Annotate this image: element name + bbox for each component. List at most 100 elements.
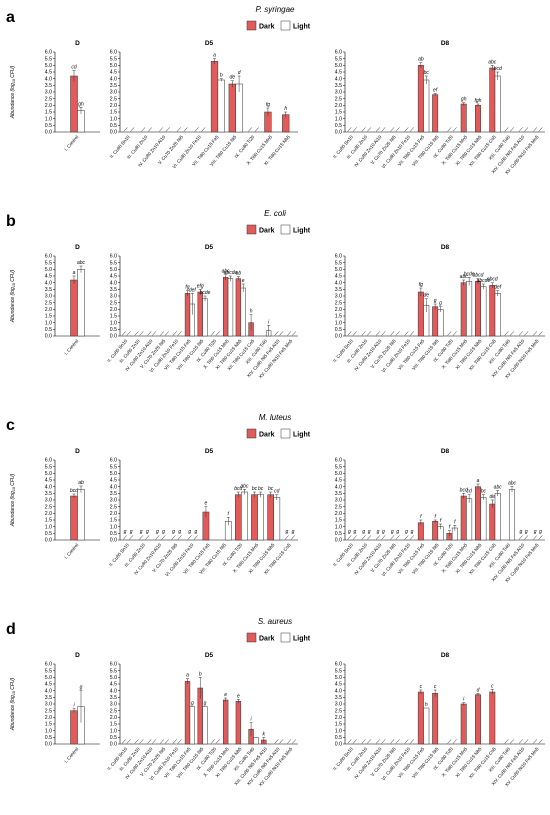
- not-detected-marker: [183, 127, 188, 132]
- group-title: D8: [441, 652, 450, 659]
- bar-dark: [234, 494, 242, 541]
- bar-light: [257, 494, 264, 541]
- y-tick-label: 4.0: [45, 76, 52, 82]
- significance-label-dark: fg: [419, 282, 423, 288]
- significance-label-dark: abcd: [473, 273, 484, 279]
- legend-light-swatch: [280, 224, 291, 235]
- significance-label-light: g: [292, 529, 295, 535]
- y-tick-label: 3.5: [45, 83, 52, 89]
- significance-label-light: g: [411, 529, 414, 535]
- not-detected-marker: [518, 739, 523, 744]
- not-detected-marker: [390, 331, 395, 336]
- y-tick-label: 1.0: [110, 116, 117, 122]
- not-detected-marker: [347, 127, 352, 132]
- y-tick-label: 2.0: [110, 511, 117, 517]
- group-title: D: [75, 652, 80, 659]
- not-detected-marker: [287, 739, 292, 744]
- y-axis-label: Abundance (log10 CFU): [10, 677, 16, 731]
- not-detected-marker: [210, 739, 215, 744]
- y-tick-label: 5.0: [110, 267, 117, 273]
- not-detected-marker: [376, 127, 380, 132]
- significance-label-dark: ab: [418, 57, 424, 63]
- bar-dark: [184, 681, 191, 745]
- significance-label-dark: fg: [185, 285, 189, 291]
- y-tick-label: 0.5: [45, 735, 52, 741]
- bar-light: [480, 286, 487, 337]
- y-tick-label: 4.5: [110, 70, 117, 76]
- y-axis-label-main: Abundance (log: [10, 83, 16, 119]
- y-tick-label: 4.0: [335, 76, 342, 82]
- y-axis-label-subscript: 10: [12, 79, 16, 83]
- organism-title: M. luteus: [259, 413, 291, 422]
- y-tick-label: 3.0: [45, 498, 52, 504]
- not-detected-marker: [404, 739, 409, 744]
- group-D: D 0.00.51.01.52.02.53.03.54.04.55.05.56.0…: [45, 40, 100, 152]
- bar-dark: [460, 703, 467, 745]
- y-tick-label: 2.0: [110, 715, 117, 721]
- y-tick-label: 0.5: [45, 531, 52, 537]
- not-detected-marker: [533, 331, 538, 336]
- bar-dark: [70, 710, 78, 745]
- y-tick-label: 5.0: [45, 267, 52, 273]
- not-detected-marker: [518, 127, 523, 132]
- significance-label-dark: a: [477, 478, 480, 484]
- legend-light-swatch: [280, 20, 291, 31]
- significance-label-dark: abcd: [487, 277, 498, 283]
- significance-label-light: de: [424, 293, 430, 299]
- not-detected-marker: [126, 331, 131, 336]
- bar-light: [494, 493, 501, 541]
- not-detected-marker: [447, 127, 452, 132]
- y-tick-label: 2.5: [335, 96, 342, 102]
- y-tick-label: 1.0: [110, 320, 117, 326]
- not-detected-marker: [524, 535, 529, 540]
- legend-light-swatch: [280, 632, 291, 643]
- significance-label-light: g: [382, 529, 385, 535]
- not-detected-marker: [134, 739, 139, 744]
- y-tick-label: 1.0: [45, 320, 52, 326]
- y-tick-label: 4.5: [110, 682, 117, 688]
- y-tick-label: 3.5: [110, 491, 117, 497]
- significance-label-dark: ab: [236, 271, 242, 277]
- group-D8: D8 0.00.51.01.52.02.53.03.54.04.55.05.56.…: [332, 448, 545, 583]
- y-tick-label: 1.0: [45, 728, 52, 734]
- y-tick-label: 0.0: [335, 742, 342, 748]
- group-D8: D8 0.00.51.01.52.02.53.03.54.04.55.05.56.…: [332, 40, 545, 175]
- not-detected-marker: [121, 331, 126, 336]
- not-detected-marker: [171, 535, 176, 540]
- y-tick-label: 5.5: [45, 260, 52, 266]
- significance-label-dark: b: [199, 671, 202, 677]
- y-tick-label: 1.5: [45, 110, 52, 116]
- y-tick-label: 3.5: [335, 287, 342, 293]
- bar-light: [240, 287, 246, 337]
- not-detected-marker: [193, 535, 198, 540]
- significance-label-light: f: [454, 519, 456, 525]
- not-detected-marker: [504, 739, 509, 744]
- y-tick-label: 1.5: [335, 110, 342, 116]
- bar-dark: [184, 293, 191, 337]
- significance-label-dark: abc: [222, 269, 231, 275]
- legend-light-swatch: [280, 428, 291, 439]
- y-tick-label: 5.5: [110, 668, 117, 674]
- y-tick-label: 4.5: [335, 274, 342, 280]
- significance-label-dark: g: [124, 529, 127, 535]
- y-tick-label: 0.0: [45, 538, 52, 544]
- y-tick-label: 4.0: [45, 688, 52, 694]
- significance-label-light: gh: [78, 101, 84, 107]
- y-tick-label: 4.5: [110, 478, 117, 484]
- y-tick-label: 3.0: [45, 294, 52, 300]
- bar-dark: [210, 61, 219, 133]
- not-detected-marker: [139, 739, 144, 744]
- significance-label-light: f: [440, 518, 442, 524]
- y-tick-label: 3.0: [110, 498, 117, 504]
- y-tick-label: 6.0: [45, 50, 52, 56]
- x-tick-label: I. Control: [63, 338, 79, 355]
- not-detected-marker: [352, 127, 357, 132]
- significance-label-dark: a: [73, 270, 76, 276]
- significance-label-dark: de: [490, 494, 496, 500]
- y-tick-label: 1.0: [45, 524, 52, 530]
- y-tick-label: 0.0: [110, 538, 117, 544]
- not-detected-marker: [390, 739, 395, 744]
- y-tick-label: 3.5: [110, 695, 117, 701]
- group-title: D: [75, 244, 80, 251]
- not-detected-marker: [352, 739, 357, 744]
